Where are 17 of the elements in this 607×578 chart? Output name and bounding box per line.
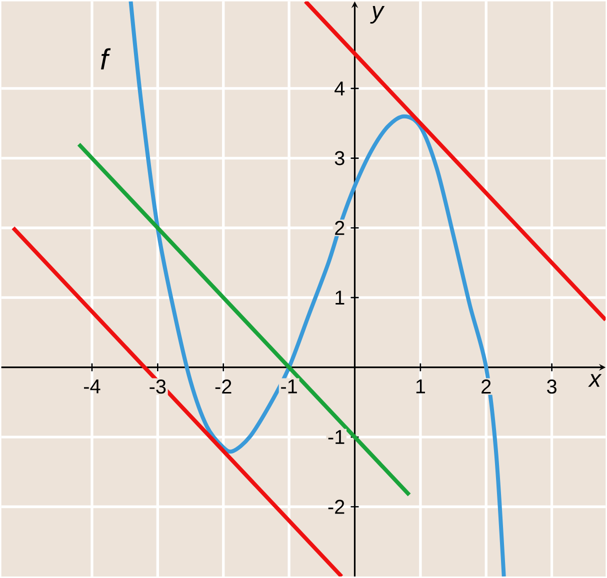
y-tick-label: 4: [334, 82, 345, 96]
y-tick-label: 3: [334, 151, 344, 166]
x-tick-label: -4: [84, 380, 100, 394]
x-tick-label: 1: [416, 380, 425, 394]
y-axis-title: y: [370, 6, 385, 24]
x-axis-title: x: [588, 374, 602, 387]
annotation: f: [100, 48, 111, 70]
y-tick-label: -1: [328, 430, 344, 444]
x-tick-label: 2: [482, 380, 491, 394]
y-tick-label: 1: [336, 290, 344, 305]
y-tick-label: 2: [335, 221, 344, 235]
x-tick-label: 3: [547, 380, 556, 394]
x-tick-label: -2: [215, 380, 232, 394]
y-tick-label: -2: [328, 500, 344, 514]
x-tick-label: -1: [281, 380, 297, 394]
x-tick-label: -3: [150, 380, 166, 394]
line-series: [128, 1, 506, 577]
